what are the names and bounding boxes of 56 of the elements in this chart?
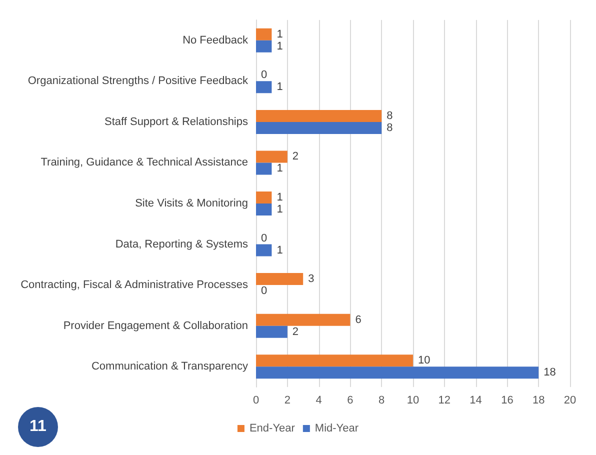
x-tick-label: 8	[378, 394, 385, 406]
data-label: 10	[418, 354, 430, 367]
data-label: 3	[308, 273, 314, 286]
data-label: 18	[544, 366, 556, 379]
bar	[256, 28, 272, 40]
bar	[256, 314, 350, 326]
x-tick-label: 14	[470, 394, 482, 406]
bar	[256, 150, 288, 163]
bar	[256, 40, 272, 52]
y-tick-label: Organizational Strengths / Positive Feedback	[28, 75, 248, 88]
y-tick-label: Training, Guidance & Technical Assistance	[40, 156, 248, 169]
bar	[256, 81, 272, 94]
data-label: 6	[355, 314, 362, 326]
data-label: 1	[276, 204, 283, 216]
data-label: 8	[386, 122, 393, 134]
data-label: 1	[276, 81, 283, 94]
x-tick-label: 6	[347, 394, 354, 406]
x-tick-label: 18	[532, 394, 545, 406]
bar	[256, 110, 382, 122]
data-label: 1	[276, 28, 283, 40]
y-tick-label: Contracting, Fiscal & Administrative Processes	[20, 279, 248, 292]
data-label: 0	[261, 285, 268, 298]
legend-label: Mid-Year	[314, 422, 359, 434]
y-tick-label: Provider Engagement & Collaboration	[63, 320, 248, 332]
data-label: 0	[261, 69, 268, 82]
data-label: 1	[276, 192, 283, 204]
data-label: 1	[276, 162, 283, 175]
bar	[256, 326, 288, 338]
x-tick-label: 0	[252, 394, 260, 406]
data-label: 8	[386, 110, 393, 122]
x-tick-label: 2	[284, 394, 290, 406]
data-label: 1	[276, 40, 283, 52]
bar	[256, 244, 272, 256]
bar	[256, 273, 304, 286]
data-label: 0	[261, 232, 268, 244]
bar	[256, 354, 413, 367]
bar	[256, 122, 382, 134]
legend-label: End-Year	[249, 422, 296, 434]
y-tick-label: Data, Reporting & Systems	[115, 238, 248, 250]
data-label: 2	[292, 326, 299, 338]
y-tick-label: Site Visits & Monitoring	[135, 198, 248, 210]
y-tick-label: No Feedback	[182, 34, 248, 46]
x-tick-label: 16	[501, 394, 514, 406]
bar	[256, 204, 272, 216]
x-tick-label: 10	[406, 394, 420, 406]
x-tick-label: 20	[564, 394, 576, 406]
bar	[256, 366, 539, 379]
data-label: 2	[292, 150, 299, 163]
badge: 11	[18, 407, 58, 447]
bar	[256, 162, 272, 175]
bar	[256, 192, 272, 204]
y-tick-label: Communication & Transparency	[91, 360, 248, 373]
x-tick-label: 12	[438, 394, 451, 406]
data-label: 1	[276, 244, 283, 256]
y-tick-label: Staff Support & Relationships	[104, 116, 248, 128]
x-tick-label: 4	[316, 394, 322, 406]
